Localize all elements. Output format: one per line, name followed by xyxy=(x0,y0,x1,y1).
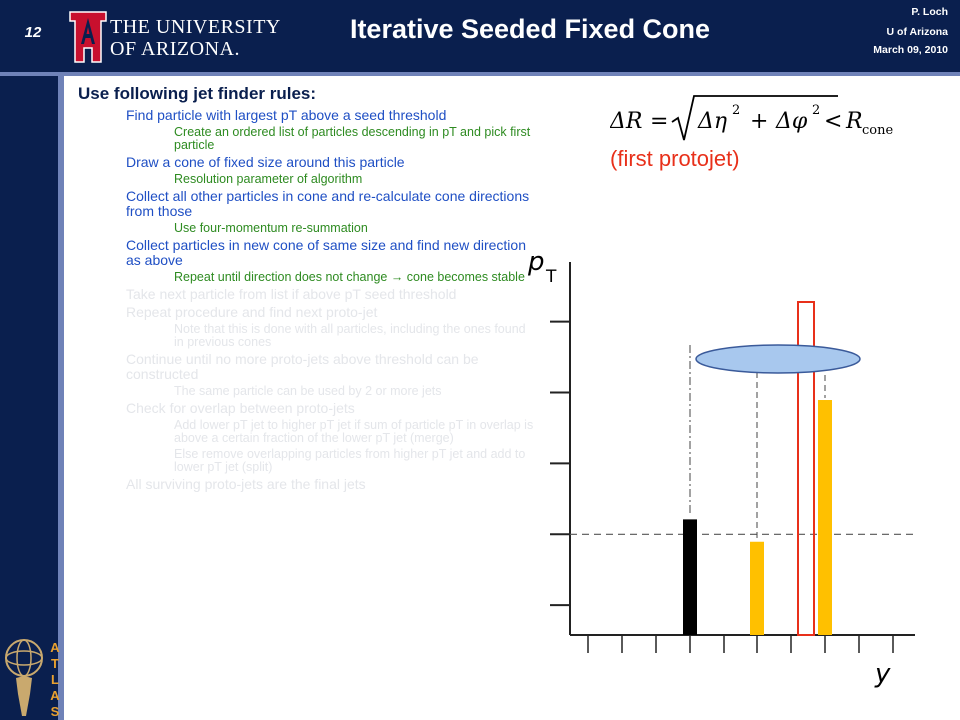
bullet-level2-item: Use four-momentum re-summation xyxy=(174,221,368,235)
svg-text:A: A xyxy=(50,640,60,655)
bullet-level1-item: Repeat procedure and find next proto-jet xyxy=(126,304,378,320)
author-label: P. Loch xyxy=(911,6,948,18)
bullet-level2-item: Note that this is done with all particle… xyxy=(174,322,526,349)
formula-rhs-subscript: cone xyxy=(862,123,893,138)
x-axis-ticks xyxy=(587,635,894,653)
slide-number: 12 xyxy=(24,24,42,41)
formula-rhs: R xyxy=(845,109,863,134)
bullet-level2-item: Add lower pT jet to higher pT jet if sum… xyxy=(174,418,534,445)
particle-bar-yellow-1 xyxy=(750,541,764,635)
formula-less-than: < xyxy=(824,109,842,134)
bullet-level1-item: Find particle with largest pT above a se… xyxy=(126,107,447,123)
university-logo: THE UNIVERSITY OF ARIZONA. xyxy=(68,10,280,64)
slide-title: Iterative Seeded Fixed Cone xyxy=(349,14,711,44)
bullet-level2-item: Else remove overlapping particles from h… xyxy=(174,447,526,474)
bullet-content: Use following jet finder rules: Find par… xyxy=(78,84,538,492)
bullet-level1-item: Collect particles in new cone of same si… xyxy=(126,237,526,268)
formula-equals: = xyxy=(650,109,668,134)
side-bar xyxy=(0,76,64,720)
svg-text:S: S xyxy=(51,704,60,718)
atlas-logo-icon: A T L A S xyxy=(5,639,60,718)
university-name-line2: OF ARIZONA. xyxy=(110,38,240,60)
cone-disk xyxy=(695,344,861,374)
bullet-level1-item: Check for overlap between proto-jets xyxy=(126,400,355,416)
bullet-level1-item: All surviving proto-jets are the final j… xyxy=(126,476,366,492)
y-axis-ticks xyxy=(550,320,570,607)
bullet-level1-item: Draw a cone of fixed size around this pa… xyxy=(126,154,405,170)
side-bar-rule xyxy=(58,76,64,720)
cone-diagram: p T y xyxy=(527,247,915,689)
svg-text:T: T xyxy=(51,656,59,671)
date-label: March 09, 2010 xyxy=(873,44,948,56)
bullet-level1-item: Collect all other particles in cone and … xyxy=(126,188,530,219)
delta-r-formula: ΔR = Δη 2 + Δφ 2 < R cone xyxy=(610,95,893,141)
bullet-level2-item: Repeat until direction does not change →… xyxy=(174,270,525,284)
formula-phi: Δφ xyxy=(775,109,808,134)
bullet-level2-item: Resolution parameter of algorithm xyxy=(174,172,363,186)
bullet-level2-item: Create an ordered list of particles desc… xyxy=(174,125,531,152)
cone-outline xyxy=(797,301,815,636)
svg-text:A: A xyxy=(50,688,60,703)
university-a-icon xyxy=(69,11,107,63)
rules-heading: Use following jet finder rules: xyxy=(78,84,317,103)
particle-bar-yellow-2 xyxy=(818,400,832,635)
bullet-level1-item: Continue until no more proto-jets above … xyxy=(126,351,479,382)
formula-plus: + xyxy=(750,109,768,134)
first-protojet-label: (first protojet) xyxy=(610,146,740,171)
formula-power-1: 2 xyxy=(732,103,740,118)
header-rule xyxy=(0,72,960,76)
formula-eta: Δη xyxy=(697,109,727,134)
header-bar xyxy=(0,0,960,72)
svg-text:L: L xyxy=(51,672,59,687)
y-axis-label-subscript: T xyxy=(545,267,557,287)
particle-bar-black xyxy=(683,519,697,635)
formula-lhs: ΔR xyxy=(610,109,642,134)
bullet-level1-item: Take next particle from list if above pT… xyxy=(126,286,457,302)
institution-label: U of Arizona xyxy=(886,26,948,38)
particle-bars xyxy=(683,400,832,635)
y-axis-label: p xyxy=(527,247,545,277)
x-axis-label: y xyxy=(874,659,891,689)
formula-power-2: 2 xyxy=(812,103,820,118)
bullet-list: Find particle with largest pT above a se… xyxy=(78,108,538,492)
bullet-level2-item: The same particle can be used by 2 or mo… xyxy=(174,384,442,398)
university-name-line1: THE UNIVERSITY xyxy=(110,16,281,38)
